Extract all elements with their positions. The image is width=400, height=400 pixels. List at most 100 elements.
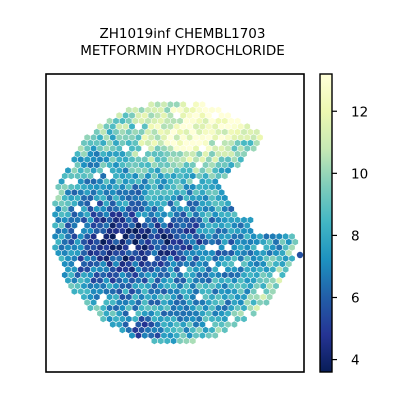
hexbin-cell bbox=[151, 293, 158, 301]
hexbin-cell bbox=[180, 178, 187, 185]
hexbin-cell bbox=[189, 216, 196, 224]
hexbin-cell bbox=[205, 112, 212, 119]
hexbin-cell bbox=[218, 299, 225, 306]
hexbin-cell bbox=[173, 156, 180, 163]
hexbin-cell bbox=[193, 112, 199, 119]
colorbar-tick-label: 12 bbox=[351, 104, 368, 120]
hexbin-cell bbox=[132, 106, 139, 114]
hexbin-cell bbox=[161, 145, 167, 152]
hexbin-cell bbox=[132, 194, 139, 202]
hexbin-cell bbox=[228, 161, 235, 169]
hexbin-cell bbox=[196, 271, 203, 279]
hexbin-cell bbox=[71, 277, 78, 284]
hexbin-cell bbox=[157, 139, 164, 147]
hexbin-cell bbox=[202, 172, 209, 180]
hexbin-cell bbox=[109, 321, 116, 328]
hexbin-cell bbox=[119, 304, 126, 312]
hexbin-cell bbox=[77, 244, 84, 251]
hexbin-cell bbox=[103, 134, 110, 141]
hexbin-cell bbox=[65, 255, 71, 262]
hexbin-cell bbox=[199, 321, 206, 328]
hexbin-cell bbox=[209, 117, 215, 125]
hexbin-cell bbox=[225, 222, 231, 229]
hexbin-cell bbox=[58, 189, 65, 196]
hexbin-cell bbox=[74, 249, 81, 257]
hexbin-cell bbox=[241, 139, 247, 147]
hexbin-cell bbox=[109, 299, 116, 306]
hexbin-cell bbox=[141, 233, 148, 240]
hexbin-cell bbox=[145, 161, 151, 169]
hexbin-cell bbox=[199, 112, 206, 119]
hexbin-cell bbox=[218, 211, 225, 218]
hexbin-cell bbox=[173, 321, 180, 328]
hexbin-cell bbox=[196, 227, 203, 235]
hexbin-cell bbox=[74, 161, 81, 169]
hexbin-cell bbox=[173, 123, 180, 130]
hexbin-cell bbox=[122, 299, 129, 306]
hexbin-cell bbox=[173, 145, 180, 152]
hexbin-cell bbox=[113, 139, 119, 147]
hexbin-cell bbox=[151, 238, 158, 246]
hexbin-cell bbox=[68, 238, 75, 246]
hexbin-cell bbox=[87, 238, 94, 246]
hexbin-cell bbox=[65, 233, 71, 240]
hexbin-cell bbox=[138, 128, 145, 136]
hexbin-cell bbox=[234, 315, 241, 323]
hexbin-cell bbox=[55, 216, 62, 224]
hexbin-cell bbox=[202, 150, 209, 158]
hexbin-cell bbox=[231, 145, 238, 152]
hexbin-cell bbox=[113, 249, 119, 257]
hexbin-cell bbox=[132, 304, 139, 312]
hexbin-cell bbox=[247, 216, 254, 224]
hexbin-cell bbox=[183, 139, 190, 147]
hexbin-cell bbox=[125, 205, 132, 213]
hexbin-cell bbox=[106, 161, 113, 169]
hexbin-cell bbox=[215, 117, 222, 125]
hexbin-cell bbox=[90, 233, 97, 240]
hexbin-cell bbox=[103, 222, 110, 229]
hexbin-cell bbox=[173, 134, 180, 141]
hexbin-cell bbox=[247, 227, 254, 235]
hexbin-cell bbox=[276, 233, 283, 240]
hexbin-cell bbox=[129, 299, 135, 306]
hexbin-cell bbox=[71, 156, 78, 163]
hexbin-cell bbox=[81, 293, 87, 301]
hexbin-cell bbox=[218, 222, 225, 229]
hexbin-cell bbox=[196, 282, 203, 290]
hexbin-cell bbox=[199, 299, 206, 306]
hexbin-cell bbox=[282, 255, 289, 262]
hexbin-cell bbox=[225, 266, 231, 273]
hexbin-cell bbox=[135, 200, 142, 207]
hexbin-cell bbox=[215, 227, 222, 235]
hexbin-cell bbox=[151, 304, 158, 312]
hexbin-cell bbox=[189, 117, 196, 125]
hexbin-cell bbox=[71, 200, 78, 207]
hexbin-cell bbox=[161, 167, 167, 174]
hexbin-cell bbox=[132, 227, 139, 235]
hexbin-cell bbox=[157, 337, 164, 345]
hexbin-cell bbox=[196, 238, 203, 246]
hexbin-cell bbox=[257, 255, 263, 262]
hexbin-cell bbox=[116, 255, 123, 262]
hexbin-cell bbox=[263, 244, 270, 251]
hexbin-cell bbox=[212, 134, 219, 141]
hexbin-cell bbox=[100, 183, 107, 191]
hexbin-cell bbox=[244, 134, 251, 141]
hexbin-cell bbox=[141, 299, 148, 306]
hexbin-cell bbox=[196, 139, 203, 147]
hexbin-cell bbox=[157, 172, 164, 180]
hexbin-cell bbox=[189, 106, 196, 114]
hexbin-cell bbox=[183, 150, 190, 158]
hexbin-cell bbox=[177, 150, 183, 158]
hexbin-cell bbox=[154, 288, 161, 295]
hexbin-cell bbox=[157, 293, 164, 301]
hexbin-cell bbox=[151, 128, 158, 136]
hexbin-cell bbox=[161, 200, 167, 207]
hexbin-cell bbox=[173, 299, 180, 306]
hexbin-cell bbox=[170, 128, 177, 136]
hexbin-cell bbox=[145, 293, 151, 301]
hexbin-cell bbox=[103, 123, 110, 130]
hexbin-cell bbox=[74, 194, 81, 202]
hexbin-cell bbox=[97, 200, 103, 207]
hexbin-cell bbox=[177, 293, 183, 301]
